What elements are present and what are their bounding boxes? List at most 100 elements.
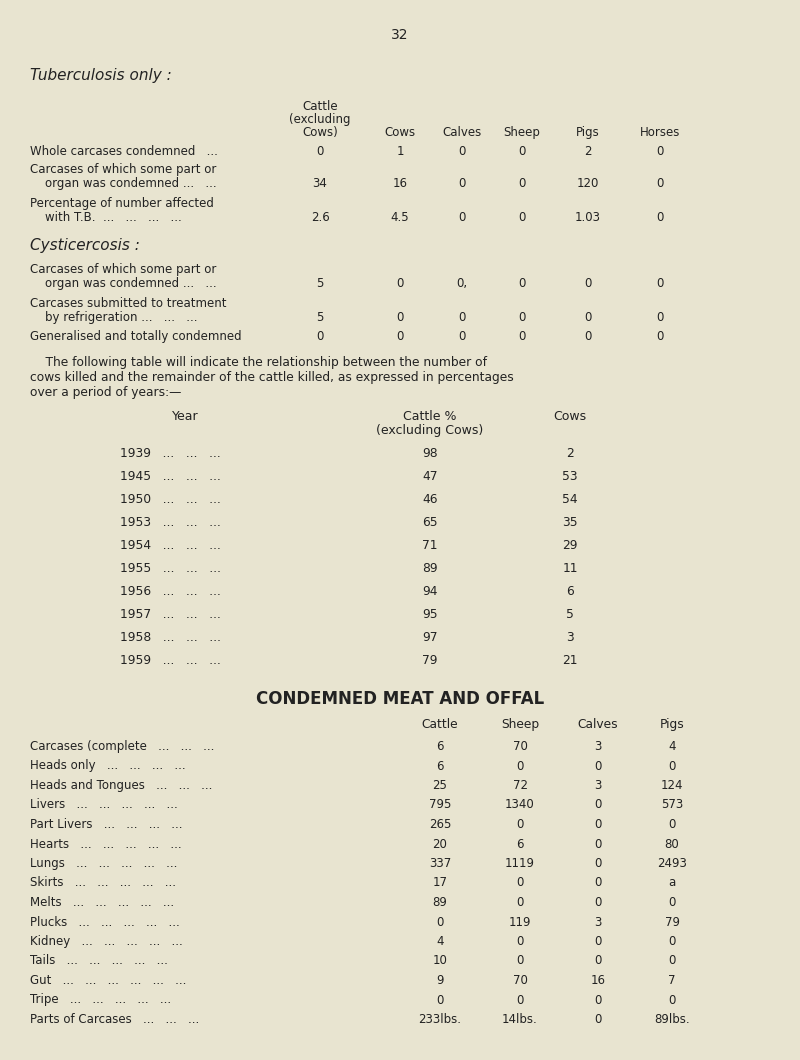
Text: Tripe   ...   ...   ...   ...   ...: Tripe ... ... ... ... ... (30, 993, 171, 1007)
Text: 89lbs.: 89lbs. (654, 1013, 690, 1026)
Text: 89: 89 (422, 562, 438, 575)
Text: Cows: Cows (385, 126, 415, 139)
Text: Heads and Tongues   ...   ...   ...: Heads and Tongues ... ... ... (30, 779, 212, 792)
Text: 119: 119 (509, 916, 531, 929)
Text: 98: 98 (422, 447, 438, 460)
Text: 0: 0 (584, 330, 592, 343)
Text: 79: 79 (422, 654, 438, 667)
Text: 0: 0 (396, 311, 404, 324)
Text: 0: 0 (594, 837, 602, 850)
Text: 0: 0 (594, 877, 602, 889)
Text: Cows: Cows (554, 410, 586, 423)
Text: 1957   ...   ...   ...: 1957 ... ... ... (120, 608, 221, 621)
Text: 1945   ...   ...   ...: 1945 ... ... ... (120, 470, 221, 483)
Text: 0: 0 (594, 954, 602, 968)
Text: 47: 47 (422, 470, 438, 483)
Text: 17: 17 (433, 877, 447, 889)
Text: 1340: 1340 (505, 798, 535, 812)
Text: 0: 0 (436, 916, 444, 929)
Text: (excluding Cows): (excluding Cows) (376, 424, 484, 437)
Text: 14lbs.: 14lbs. (502, 1013, 538, 1026)
Text: 0: 0 (518, 145, 526, 158)
Text: 6: 6 (566, 585, 574, 598)
Text: 0,: 0, (457, 277, 467, 290)
Text: Cattle: Cattle (302, 100, 338, 113)
Text: 6: 6 (436, 740, 444, 753)
Text: Generalised and totally condemned: Generalised and totally condemned (30, 330, 242, 343)
Text: 21: 21 (562, 654, 578, 667)
Text: 0: 0 (668, 993, 676, 1007)
Text: Heads only   ...   ...   ...   ...: Heads only ... ... ... ... (30, 760, 186, 773)
Text: 71: 71 (422, 538, 438, 552)
Text: by refrigeration ...   ...   ...: by refrigeration ... ... ... (30, 311, 198, 324)
Text: 70: 70 (513, 974, 527, 987)
Text: 0: 0 (458, 330, 466, 343)
Text: 0: 0 (516, 896, 524, 909)
Text: Pigs: Pigs (660, 718, 684, 731)
Text: 1: 1 (396, 145, 404, 158)
Text: Cows): Cows) (302, 126, 338, 139)
Text: 0: 0 (584, 277, 592, 290)
Text: 0: 0 (656, 311, 664, 324)
Text: 1954   ...   ...   ...: 1954 ... ... ... (120, 538, 221, 552)
Text: 16: 16 (393, 177, 407, 190)
Text: 0: 0 (518, 177, 526, 190)
Text: 3: 3 (594, 779, 602, 792)
Text: 25: 25 (433, 779, 447, 792)
Text: 0: 0 (656, 277, 664, 290)
Text: Year: Year (172, 410, 198, 423)
Text: Cysticercosis :: Cysticercosis : (30, 238, 140, 253)
Text: 2: 2 (584, 145, 592, 158)
Text: 337: 337 (429, 856, 451, 870)
Text: 1959   ...   ...   ...: 1959 ... ... ... (120, 654, 221, 667)
Text: 0: 0 (516, 993, 524, 1007)
Text: 0: 0 (594, 818, 602, 831)
Text: 0: 0 (594, 798, 602, 812)
Text: 0: 0 (316, 145, 324, 158)
Text: Whole carcases condemned   ...: Whole carcases condemned ... (30, 145, 218, 158)
Text: over a period of years:—: over a period of years:— (30, 386, 182, 399)
Text: 32: 32 (391, 28, 409, 42)
Text: 0: 0 (516, 818, 524, 831)
Text: Lungs   ...   ...   ...   ...   ...: Lungs ... ... ... ... ... (30, 856, 178, 870)
Text: 70: 70 (513, 740, 527, 753)
Text: a: a (668, 877, 676, 889)
Text: Tuberculosis only :: Tuberculosis only : (30, 68, 172, 83)
Text: 0: 0 (594, 1013, 602, 1026)
Text: cows killed and the remainder of the cattle killed, as expressed in percentages: cows killed and the remainder of the cat… (30, 371, 514, 384)
Text: Kidney   ...   ...   ...   ...   ...: Kidney ... ... ... ... ... (30, 935, 182, 948)
Text: 0: 0 (458, 177, 466, 190)
Text: 0: 0 (594, 856, 602, 870)
Text: 10: 10 (433, 954, 447, 968)
Text: Cattle %: Cattle % (403, 410, 457, 423)
Text: 1.03: 1.03 (575, 211, 601, 224)
Text: 0: 0 (668, 818, 676, 831)
Text: 0: 0 (518, 277, 526, 290)
Text: 54: 54 (562, 493, 578, 506)
Text: 5: 5 (566, 608, 574, 621)
Text: 0: 0 (656, 145, 664, 158)
Text: 16: 16 (590, 974, 606, 987)
Text: Cattle: Cattle (422, 718, 458, 731)
Text: 0: 0 (516, 935, 524, 948)
Text: 0: 0 (518, 330, 526, 343)
Text: Sheep: Sheep (503, 126, 541, 139)
Text: 0: 0 (516, 760, 524, 773)
Text: 0: 0 (594, 760, 602, 773)
Text: organ was condemned ...   ...: organ was condemned ... ... (30, 277, 217, 290)
Text: 1953   ...   ...   ...: 1953 ... ... ... (120, 516, 221, 529)
Text: 0: 0 (458, 145, 466, 158)
Text: Gut   ...   ...   ...   ...   ...   ...: Gut ... ... ... ... ... ... (30, 974, 186, 987)
Text: (excluding: (excluding (290, 113, 350, 126)
Text: 79: 79 (665, 916, 679, 929)
Text: 6: 6 (516, 837, 524, 850)
Text: 9: 9 (436, 974, 444, 987)
Text: 0: 0 (516, 954, 524, 968)
Text: 80: 80 (665, 837, 679, 850)
Text: 94: 94 (422, 585, 438, 598)
Text: 46: 46 (422, 493, 438, 506)
Text: 0: 0 (668, 935, 676, 948)
Text: 5: 5 (316, 277, 324, 290)
Text: 0: 0 (594, 993, 602, 1007)
Text: 0: 0 (656, 330, 664, 343)
